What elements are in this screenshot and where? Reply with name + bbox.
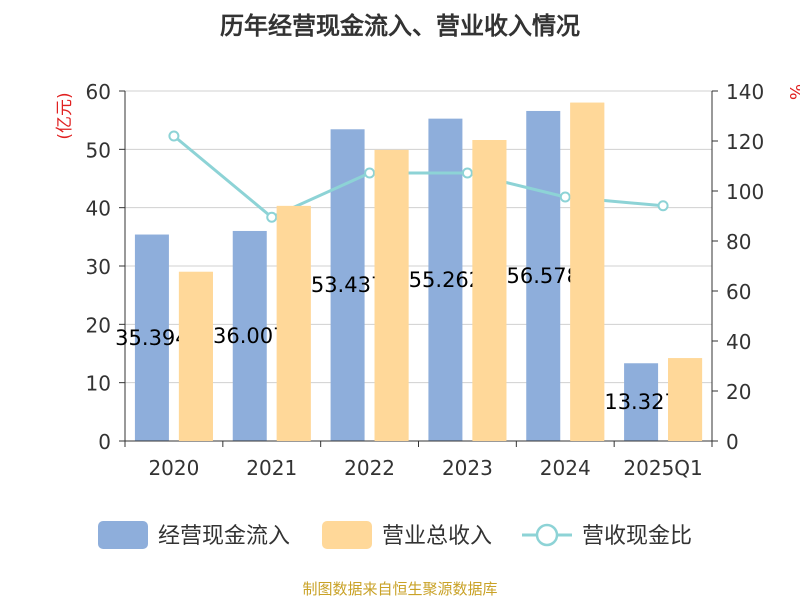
right-tick-label: 60	[726, 280, 751, 304]
right-axis-label: %	[785, 84, 800, 100]
bar	[374, 149, 409, 441]
data-labels: 35.394 36.007 53.437 55.262 56.578 13.327	[115, 102, 703, 442]
line-point	[461, 167, 473, 179]
grid-lines	[125, 90, 712, 442]
bar	[134, 234, 169, 441]
bar	[330, 129, 365, 441]
left-tick-label: 10	[86, 372, 111, 396]
bar	[570, 102, 605, 442]
bar-data-label: 55.262	[409, 268, 482, 292]
bar-data-label: 35.394	[115, 326, 188, 350]
legend-swatch	[98, 521, 148, 549]
left-axis-label: (亿元)	[55, 92, 75, 139]
x-tick-label: 2020	[148, 456, 199, 480]
x-tick-label: 2023	[442, 456, 493, 480]
legend-swatch	[322, 521, 372, 549]
bar-data-label: 56.578	[507, 264, 580, 288]
left-tick-label: 30	[86, 255, 111, 279]
right-tick-label: 100	[726, 180, 764, 204]
legend-label: 营收现金比	[582, 524, 692, 549]
bar-data-label: 53.437	[311, 273, 384, 297]
legend-label: 经营现金流入	[158, 524, 290, 549]
chart-title: 历年经营现金流入、营业收入情况	[220, 12, 580, 40]
right-tick-label: 40	[726, 330, 751, 354]
left-tick-label: 20	[86, 313, 111, 337]
bar-data-label: 36.007	[213, 324, 286, 348]
source-footer: 制图数据来自恒生聚源数据库	[302, 580, 498, 598]
bar	[178, 271, 213, 441]
right-tick-label: 120	[726, 130, 764, 154]
bar	[472, 140, 507, 441]
right-tick-label: 0	[726, 430, 739, 454]
bar	[668, 358, 703, 441]
bar	[276, 205, 311, 441]
left-tick-label: 60	[86, 80, 111, 104]
x-tick-label: 2024	[540, 456, 591, 480]
bar-data-label: 13.327	[604, 390, 677, 414]
bar	[526, 110, 561, 441]
right-tick-label: 80	[726, 230, 751, 254]
left-tick-label: 40	[86, 197, 111, 221]
line-point	[657, 200, 669, 212]
right-tick-label: 140	[726, 80, 764, 104]
bar	[624, 363, 659, 441]
axes: 0 10 20 30 40 50 60 0 20 40 60 80 100 120 140 2020 2021 2…	[55, 80, 800, 480]
legend-label: 营业总收入	[382, 524, 492, 549]
x-tick-label: 2025Q1	[623, 456, 702, 480]
line-point	[559, 191, 571, 203]
x-tick-label: 2022	[344, 456, 395, 480]
line-point	[266, 211, 278, 223]
x-tick-label: 2021	[246, 456, 297, 480]
left-tick-label: 50	[86, 138, 111, 162]
left-tick-label: 0	[98, 430, 111, 454]
line-point	[364, 167, 376, 179]
right-tick-label: 20	[726, 380, 751, 404]
bar	[232, 230, 267, 441]
line-point	[168, 130, 180, 142]
legend-marker	[535, 523, 559, 547]
legend: 经营现金流入 营业总收入 营收现金比	[98, 521, 692, 549]
